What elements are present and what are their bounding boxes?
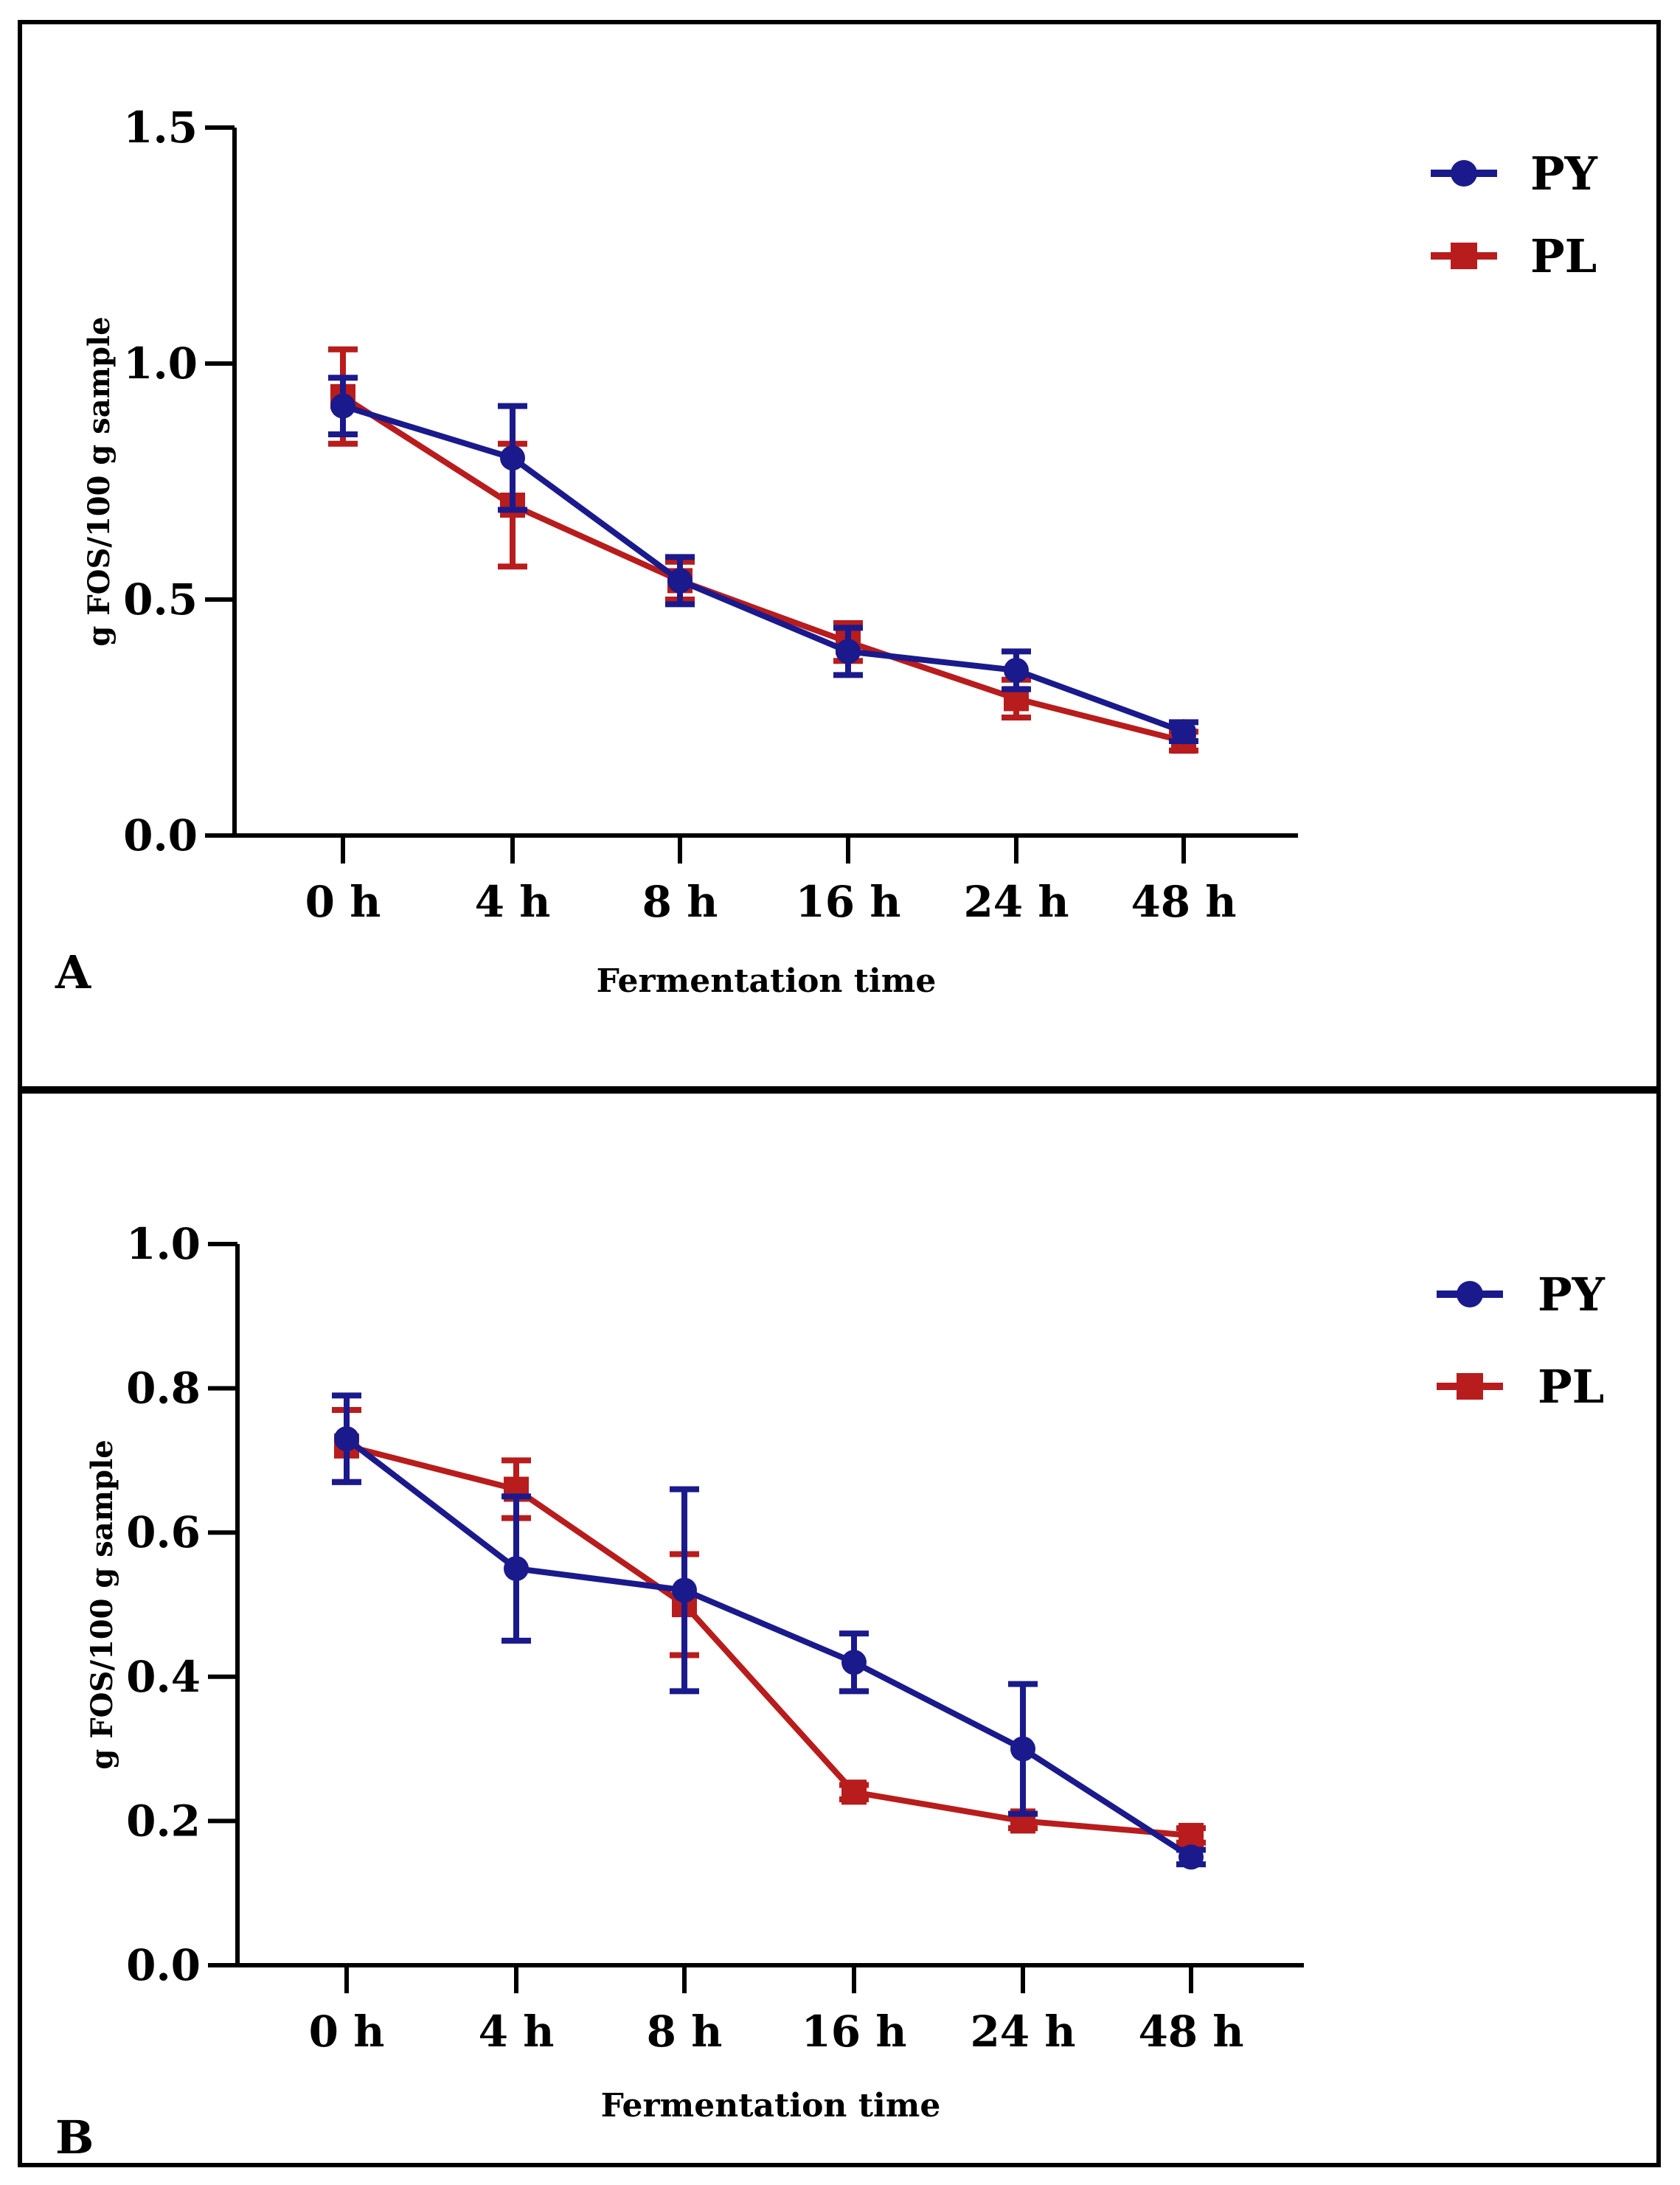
x-tick-label: 0 h <box>309 2007 385 2057</box>
y-tick-label: 0.5 <box>123 574 198 625</box>
data-point <box>1010 1736 1035 1762</box>
panel-a-frame <box>18 20 1661 1091</box>
x-tick-label: 48 h <box>1138 2007 1243 2057</box>
series-line <box>341 394 1184 744</box>
data-point <box>504 1556 529 1582</box>
x-axis-title: Fermentation time <box>597 962 937 1000</box>
y-tick-label: 1.0 <box>126 1219 201 1269</box>
series-pl <box>328 346 1198 754</box>
data-point <box>330 393 355 419</box>
legend-marker-py <box>1451 160 1477 187</box>
y-axis-title: g FOS/100 g sample <box>82 316 117 646</box>
panel-label: B <box>55 2111 94 2164</box>
x-tick-label: 8 h <box>647 2007 723 2057</box>
data-point <box>1179 1844 1204 1870</box>
data-point <box>1004 658 1029 683</box>
x-tick-label: 4 h <box>475 877 551 927</box>
legend-marker-pl <box>1451 243 1477 269</box>
series-line <box>344 1436 1193 1860</box>
data-point <box>500 445 525 470</box>
y-tick-label: 1.5 <box>123 103 198 153</box>
data-point <box>841 1650 867 1675</box>
panel-b-chart: 0.0 0.2 0.4 0.6 0.8 1.0 0 h 4 h 8 h 16 h 24 h 48 h g… <box>55 1219 1606 2164</box>
legend-label-py: PY <box>1538 1268 1606 1321</box>
panel-a-chart: 0.0 0.5 1.0 1.5 0 h 4 h 8 h 16 h 24 h 48 h g FOS/1… <box>55 103 1598 1000</box>
data-point <box>841 1779 867 1805</box>
series-line <box>341 403 1185 734</box>
panel-label: A <box>55 945 91 999</box>
y-tick-label: 0.4 <box>126 1652 201 1702</box>
x-tick-label: 0 h <box>305 877 381 927</box>
y-tick-label: 0.6 <box>126 1507 201 1557</box>
x-tick-label: 8 h <box>642 877 718 927</box>
data-point <box>334 1426 359 1452</box>
panel-b-frame <box>18 1089 1661 2167</box>
data-point <box>836 639 861 664</box>
legend-label-pl: PL <box>1538 1360 1604 1414</box>
x-tick-label: 4 h <box>479 2007 555 2057</box>
data-point <box>667 568 693 594</box>
y-tick-label: 0.0 <box>126 1940 201 1990</box>
y-tick-label: 0.0 <box>123 810 198 861</box>
x-tick-label: 24 h <box>963 877 1069 927</box>
x-tick-label: 48 h <box>1131 877 1236 927</box>
series-line <box>346 1442 1192 1838</box>
y-axis-title: g FOS/100 g sample <box>85 1439 119 1769</box>
data-point <box>1171 719 1196 745</box>
x-tick-label: 16 h <box>795 877 900 927</box>
data-point <box>1179 1822 1204 1848</box>
y-tick-label: 1.0 <box>123 338 198 389</box>
legend-marker-py <box>1457 1281 1483 1307</box>
x-tick-label: 16 h <box>801 2007 906 2057</box>
legend-label-pl: PL <box>1530 229 1597 283</box>
y-tick-label: 0.8 <box>126 1364 201 1414</box>
legend-marker-pl <box>1457 1373 1483 1400</box>
data-point <box>672 1577 697 1603</box>
series-py <box>328 375 1198 745</box>
x-axis-title: Fermentation time <box>601 2087 941 2125</box>
y-tick-label: 0.2 <box>126 1796 201 1846</box>
x-tick-label: 24 h <box>970 2007 1075 2057</box>
series-py <box>332 1392 1206 1870</box>
legend-label-py: PY <box>1530 147 1598 201</box>
